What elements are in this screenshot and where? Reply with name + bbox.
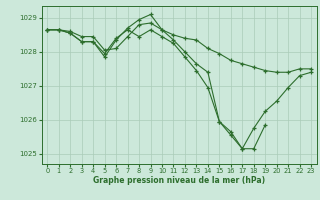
X-axis label: Graphe pression niveau de la mer (hPa): Graphe pression niveau de la mer (hPa) (93, 176, 265, 185)
